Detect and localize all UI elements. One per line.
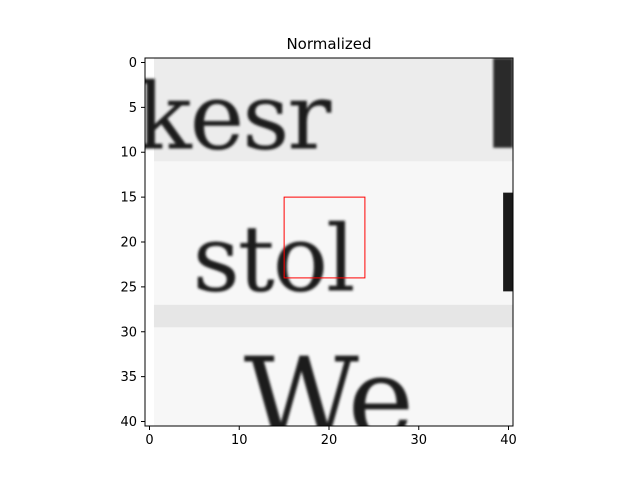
- x-tick-label: 0: [145, 433, 153, 448]
- x-tick-label: 10: [231, 433, 248, 448]
- y-tick-label: 40: [120, 415, 137, 430]
- y-tick-label: 0: [129, 56, 137, 71]
- y-tick-label: 30: [120, 325, 137, 340]
- image-band: [145, 58, 154, 426]
- y-tick-label: 5: [129, 101, 137, 116]
- y-axis: 0 5 10 15 20 25 30 35 40: [120, 56, 145, 430]
- image-glyphs: kesr: [136, 64, 331, 171]
- image-axes: kesr stol We: [136, 57, 514, 465]
- x-tick-label: 20: [321, 433, 338, 448]
- image-glyphs: We: [244, 335, 412, 465]
- image-band: [145, 304, 513, 328]
- x-axis: 0 10 20 30 40: [145, 426, 517, 448]
- x-tick-label: 40: [500, 433, 517, 448]
- y-tick-label: 20: [120, 236, 137, 251]
- y-tick-label: 25: [120, 280, 137, 295]
- image-edge: [503, 192, 513, 292]
- chart-title: Normalized: [286, 35, 371, 53]
- highlight-box: [283, 196, 366, 279]
- y-tick-label: 35: [120, 370, 137, 385]
- image-glyphs: stol: [193, 205, 354, 312]
- x-tick-label: 30: [410, 433, 427, 448]
- y-tick-label: 10: [120, 146, 137, 161]
- image-band: [145, 58, 513, 162]
- image-edge: [493, 58, 513, 148]
- y-tick-label: 15: [120, 191, 137, 206]
- image-content: kesr stol We: [136, 58, 513, 465]
